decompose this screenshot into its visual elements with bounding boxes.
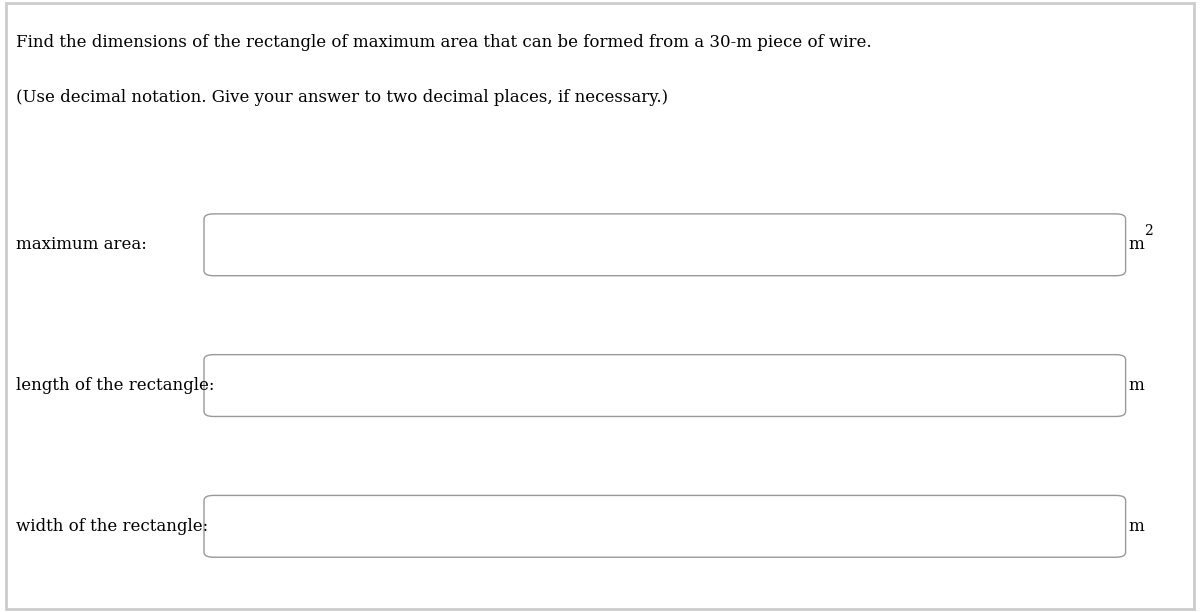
- Text: (Use decimal notation. Give your answer to two decimal places, if necessary.): (Use decimal notation. Give your answer …: [16, 89, 667, 106]
- FancyBboxPatch shape: [204, 496, 1126, 557]
- Text: m: m: [1128, 377, 1144, 394]
- Text: length of the rectangle:: length of the rectangle:: [16, 377, 214, 394]
- Text: width of the rectangle:: width of the rectangle:: [16, 518, 208, 535]
- Text: m: m: [1128, 236, 1144, 253]
- Text: maximum area:: maximum area:: [16, 236, 146, 253]
- Text: Find the dimensions of the rectangle of maximum area that can be formed from a 3: Find the dimensions of the rectangle of …: [16, 34, 871, 51]
- Text: m: m: [1128, 518, 1144, 535]
- FancyBboxPatch shape: [204, 354, 1126, 416]
- FancyBboxPatch shape: [204, 214, 1126, 275]
- Text: 2: 2: [1144, 225, 1152, 238]
